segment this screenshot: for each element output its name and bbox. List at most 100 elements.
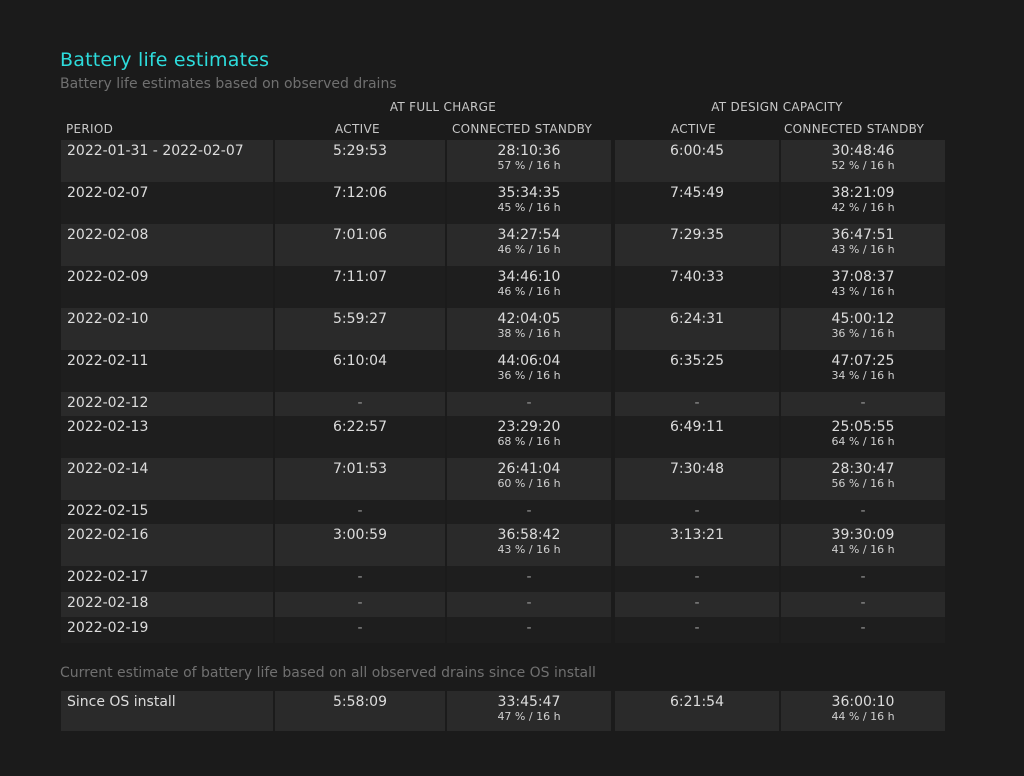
table-row: 2022-02-10 5:59:27 42:04:05 38 % / 16 h 6:24… <box>61 308 945 350</box>
standby-full-cell: 26:41:04 60 % / 16 h <box>445 458 611 500</box>
active-design-cell: 7:29:35 <box>611 224 779 266</box>
standby-design-cell: 45:00:12 36 % / 16 h <box>779 308 945 350</box>
active-full-cell: 7:11:07 <box>273 266 445 308</box>
active-full-cell: - <box>273 392 445 416</box>
period-cell: 2022-02-07 <box>61 182 273 224</box>
active-full-cell: 7:01:53 <box>273 458 445 500</box>
table-row: 2022-02-16 3:00:59 36:58:42 43 % / 16 h 3:13… <box>61 524 945 566</box>
period-cell: 2022-02-08 <box>61 224 273 266</box>
standby-full-cell: 33:45:47 47 % / 16 h <box>445 691 611 731</box>
standby-design-cell: - <box>779 591 945 617</box>
column-header-active-full: ACTIVE <box>335 122 380 136</box>
period-cell: 2022-02-11 <box>61 350 273 392</box>
column-header-period: PERIOD <box>66 122 114 136</box>
period-cell: 2022-01-31 - 2022-02-07 <box>61 140 273 182</box>
table-row: 2022-02-18- - - - <box>61 591 945 617</box>
active-full-cell: 6:10:04 <box>273 350 445 392</box>
standby-full-cell: - <box>445 500 611 524</box>
standby-design-cell: 39:30:09 41 % / 16 h <box>779 524 945 566</box>
period-cell: Since OS install <box>61 691 273 731</box>
standby-full-cell: - <box>445 617 611 643</box>
standby-full-cell: - <box>445 566 611 592</box>
standby-design-cell: 28:30:47 56 % / 16 h <box>779 458 945 500</box>
table-row-since-install: Since OS install 5:58:09 33:45:47 47 % / … <box>61 691 945 731</box>
standby-design-cell: - <box>779 392 945 416</box>
table-row: 2022-02-13 6:22:57 23:29:20 68 % / 16 h 6:49… <box>61 416 945 458</box>
active-design-cell: 6:49:11 <box>611 416 779 458</box>
standby-full-cell: 34:27:54 46 % / 16 h <box>445 224 611 266</box>
column-header-active-design: ACTIVE <box>671 122 716 136</box>
active-full-cell: - <box>273 617 445 643</box>
estimates-table: 2022-01-31 - 2022-02-07 5:29:53 28:10:36 57… <box>61 140 945 643</box>
active-design-cell: - <box>611 500 779 524</box>
active-full-cell: 6:22:57 <box>273 416 445 458</box>
period-cell: 2022-02-09 <box>61 266 273 308</box>
active-full-cell: - <box>273 566 445 592</box>
standby-full-cell: 42:04:05 38 % / 16 h <box>445 308 611 350</box>
period-cell: 2022-02-15 <box>61 500 273 524</box>
table-row: 2022-02-12- - - - <box>61 392 945 416</box>
active-full-cell: 7:01:06 <box>273 224 445 266</box>
period-cell: 2022-02-18 <box>61 591 273 617</box>
active-full-cell: 5:58:09 <box>273 691 445 731</box>
table-row: 2022-02-19- - - - <box>61 617 945 643</box>
standby-full-cell: 36:58:42 43 % / 16 h <box>445 524 611 566</box>
period-cell: 2022-02-10 <box>61 308 273 350</box>
standby-design-cell: - <box>779 566 945 592</box>
period-cell: 2022-02-16 <box>61 524 273 566</box>
active-design-cell: - <box>611 591 779 617</box>
active-full-cell: - <box>273 500 445 524</box>
active-full-cell: - <box>273 591 445 617</box>
active-design-cell: 3:13:21 <box>611 524 779 566</box>
active-full-cell: 5:29:53 <box>273 140 445 182</box>
table-row: 2022-02-17- - - - <box>61 566 945 592</box>
section-title: Battery life estimates <box>60 49 270 71</box>
standby-design-cell: 36:47:51 43 % / 16 h <box>779 224 945 266</box>
table-row: 2022-02-07 7:12:06 35:34:35 45 % / 16 h 7:45… <box>61 182 945 224</box>
standby-design-cell: 25:05:55 64 % / 16 h <box>779 416 945 458</box>
period-cell: 2022-02-17 <box>61 566 273 592</box>
active-design-cell: 7:45:49 <box>611 182 779 224</box>
standby-full-cell: - <box>445 392 611 416</box>
period-cell: 2022-02-14 <box>61 458 273 500</box>
standby-full-cell: 23:29:20 68 % / 16 h <box>445 416 611 458</box>
table-row: 2022-02-15- - - - <box>61 500 945 524</box>
standby-full-cell: - <box>445 591 611 617</box>
table-row: 2022-02-09 7:11:07 34:46:10 46 % / 16 h 7:40… <box>61 266 945 308</box>
standby-full-cell: 44:06:04 36 % / 16 h <box>445 350 611 392</box>
active-design-cell: - <box>611 392 779 416</box>
standby-full-cell: 35:34:35 45 % / 16 h <box>445 182 611 224</box>
active-full-cell: 7:12:06 <box>273 182 445 224</box>
standby-design-cell: - <box>779 500 945 524</box>
active-full-cell: 3:00:59 <box>273 524 445 566</box>
table-row: 2022-02-08 7:01:06 34:27:54 46 % / 16 h 7:29… <box>61 224 945 266</box>
standby-full-cell: 28:10:36 57 % / 16 h <box>445 140 611 182</box>
active-design-cell: 6:24:31 <box>611 308 779 350</box>
period-cell: 2022-02-13 <box>61 416 273 458</box>
active-full-cell: 5:59:27 <box>273 308 445 350</box>
standby-design-cell: 30:48:46 52 % / 16 h <box>779 140 945 182</box>
standby-design-cell: 37:08:37 43 % / 16 h <box>779 266 945 308</box>
group-header-full-charge: AT FULL CHARGE <box>389 100 497 114</box>
active-design-cell: 7:30:48 <box>611 458 779 500</box>
active-design-cell: - <box>611 617 779 643</box>
estimates-table-body: 2022-01-31 - 2022-02-07 5:29:53 28:10:36 57… <box>61 140 945 643</box>
standby-full-cell: 34:46:10 46 % / 16 h <box>445 266 611 308</box>
active-design-cell: 6:21:54 <box>611 691 779 731</box>
active-design-cell: - <box>611 566 779 592</box>
since-install-table: Since OS install 5:58:09 33:45:47 47 % / … <box>61 691 945 731</box>
standby-design-cell: 47:07:25 34 % / 16 h <box>779 350 945 392</box>
column-header-standby-design: CONNECTED STANDBY <box>784 122 925 136</box>
table-row: 2022-01-31 - 2022-02-07 5:29:53 28:10:36 57… <box>61 140 945 182</box>
section-subtitle: Battery life estimates based on observed… <box>60 76 397 92</box>
table-row: 2022-02-11 6:10:04 44:06:04 36 % / 16 h 6:35… <box>61 350 945 392</box>
table-row: 2022-02-14 7:01:53 26:41:04 60 % / 16 h 7:30… <box>61 458 945 500</box>
standby-design-cell: 38:21:09 42 % / 16 h <box>779 182 945 224</box>
standby-design-cell: 36:00:10 44 % / 16 h <box>779 691 945 731</box>
column-header-standby-full: CONNECTED STANDBY <box>452 122 593 136</box>
current-estimate-note: Current estimate of battery life based o… <box>60 665 596 681</box>
period-cell: 2022-02-19 <box>61 617 273 643</box>
group-header-design-capacity: AT DESIGN CAPACITY <box>711 100 843 114</box>
period-cell: 2022-02-12 <box>61 392 273 416</box>
